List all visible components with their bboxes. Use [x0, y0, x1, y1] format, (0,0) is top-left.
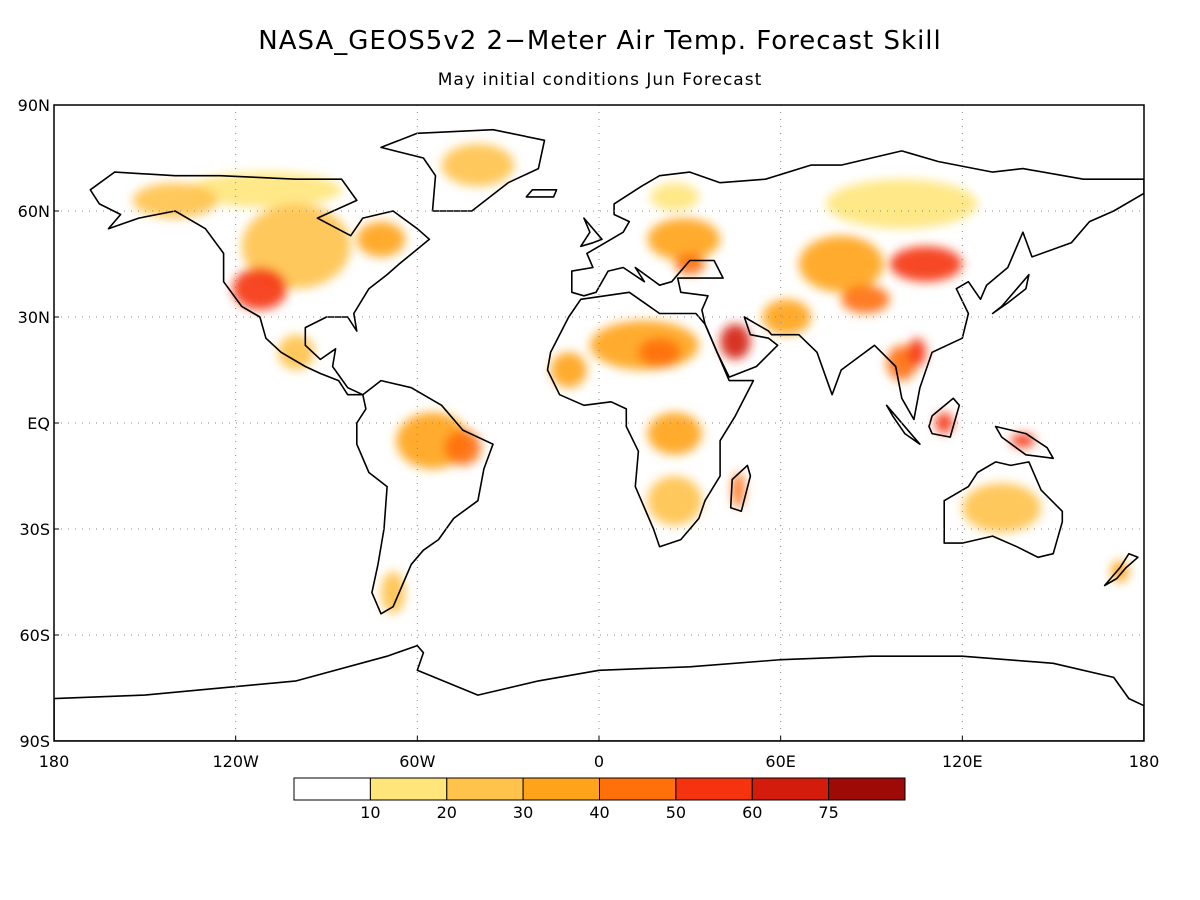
- skill-region: [889, 246, 963, 282]
- colorbar-swatch: [293, 777, 371, 801]
- skill-region: [647, 476, 702, 526]
- coastline: [580, 217, 603, 248]
- skill-region: [132, 182, 218, 219]
- lat-tick-label: 90N: [18, 96, 50, 115]
- coastline: [994, 425, 1054, 460]
- skill-region: [381, 571, 406, 614]
- colorbar-label: 30: [513, 803, 533, 822]
- skill-region: [935, 412, 954, 434]
- skill-region: [232, 267, 288, 310]
- gridlines: [54, 105, 1144, 741]
- skill-region: [962, 483, 1042, 533]
- colorbar-swatch: [675, 777, 753, 801]
- skill-region: [1010, 433, 1035, 448]
- coastline: [729, 464, 752, 513]
- skill-shading: [132, 143, 1129, 614]
- colorbar-label: 40: [589, 803, 609, 822]
- map-subtitle: May initial conditions Jun Forecast: [437, 70, 763, 90]
- skill-region: [650, 182, 699, 211]
- coastline: [525, 189, 558, 198]
- lon-tick-label: 180: [1129, 752, 1160, 771]
- skill-region: [674, 253, 705, 275]
- coastline: [380, 128, 546, 212]
- lat-tick-label: 60S: [19, 626, 50, 645]
- skill-region: [241, 203, 351, 289]
- colorbar-swatch: [751, 777, 830, 801]
- coastline: [54, 644, 1144, 741]
- colorbar-swatch: [828, 777, 906, 801]
- colorbar-swatch: [369, 777, 448, 801]
- colorbar-label: 75: [818, 803, 838, 822]
- skill-region: [441, 143, 515, 187]
- coastline: [885, 404, 921, 445]
- coastline: [928, 397, 961, 438]
- colorbar-swatch: [599, 777, 677, 801]
- lon-tick-label: 60W: [399, 752, 435, 771]
- skill-region: [762, 299, 811, 335]
- coastline: [546, 291, 755, 548]
- skill-region: [826, 179, 978, 229]
- skill-region: [647, 412, 702, 455]
- lon-tick-label: 120W: [212, 752, 259, 771]
- colorbar-label: 20: [437, 803, 457, 822]
- colorbar-label: 60: [742, 803, 762, 822]
- skill-region: [444, 430, 481, 466]
- colorbar-label: 50: [666, 803, 686, 822]
- skill-region: [638, 338, 681, 367]
- coastline: [571, 150, 1144, 421]
- skill-region: [720, 324, 751, 360]
- skill-region: [798, 235, 884, 293]
- lon-tick-label: 120E: [942, 752, 983, 771]
- lon-tick-label: 60E: [765, 752, 795, 771]
- map-title: NASA_GEOS5v2 2−Meter Air Temp. Forecast …: [258, 26, 942, 56]
- coastline: [1103, 552, 1139, 587]
- lat-tick-label: 30N: [18, 308, 50, 327]
- skill-region: [907, 338, 927, 367]
- lat-tick-label: EQ: [27, 414, 50, 433]
- landmass: [526, 189, 557, 197]
- skill-region: [550, 352, 587, 388]
- lat-tick-label: 30S: [19, 520, 50, 539]
- colorbar-label: 10: [360, 803, 380, 822]
- coastline: [356, 379, 494, 615]
- skill-region: [841, 285, 890, 314]
- coastline: [991, 273, 1030, 315]
- lat-tick-label: 60N: [18, 202, 50, 221]
- skill-region: [278, 334, 315, 370]
- skill-region: [1110, 560, 1129, 583]
- colorbar-legend: 10 20 30 40 50 60 75: [293, 777, 906, 822]
- skill-region: [190, 172, 342, 208]
- colorbar-swatch: [522, 777, 600, 801]
- skill-region: [732, 472, 745, 508]
- lon-tick-label: 180: [39, 752, 70, 771]
- longitude-axis: 180 120W 60W 0 60E 120E 180: [39, 736, 1160, 771]
- skill-region: [647, 218, 721, 261]
- skill-region: [356, 221, 406, 257]
- coastline: [943, 461, 1064, 559]
- colorbar-swatch: [446, 777, 524, 801]
- coastlines: [54, 128, 1144, 741]
- lat-tick-label: 90S: [19, 732, 50, 751]
- coastline: [89, 171, 431, 396]
- continent-outlines: [54, 129, 1144, 741]
- latitude-axis: 90N 60N 30N EQ 30S 60S 90S: [18, 96, 59, 751]
- lon-tick-label: 0: [594, 752, 604, 771]
